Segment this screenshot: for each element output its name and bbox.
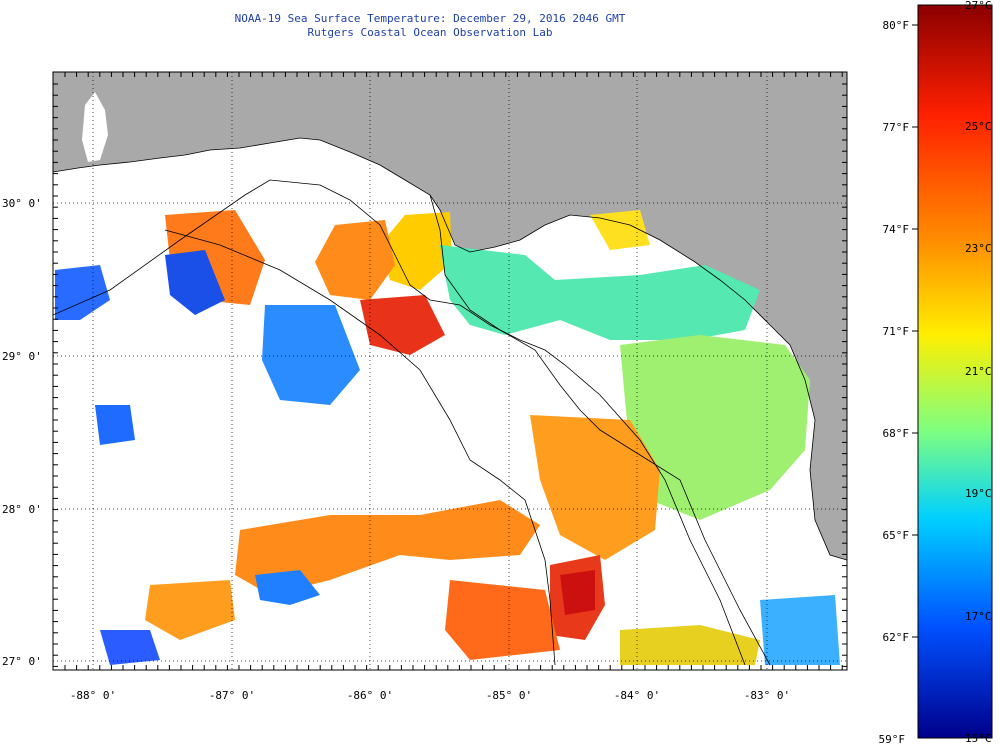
depth-contour-slope [164,229,556,666]
colorbar-c-15: 15°C [965,732,992,745]
colorbar-f-80: 80°F [883,19,910,32]
colorbar-f-62: 62°F [883,631,910,644]
depth-contour-shelf [53,179,746,666]
lon-label-86: -86° 0' [347,689,393,702]
lon-label-87: -87° 0' [209,689,255,702]
colorbar-c-19: 19°C [965,487,992,500]
lon-label-88: -88° 0' [70,689,116,702]
colorbar-f-71: 71°F [883,325,910,338]
lon-label-85: -85° 0' [486,689,532,702]
lat-label-30: 30° 0' [2,197,42,210]
map-frame [52,71,848,671]
colorbar-c-27: 27°C [965,0,992,12]
land-mass [53,72,847,560]
colorbar-f-77: 77°F [883,121,910,134]
map-subtitle: Rutgers Coastal Ocean Observation Lab [307,26,553,39]
colorbar-f-65: 65°F [883,529,910,542]
lon-label-83: -83° 0' [744,689,790,702]
colorbar-ticks [912,24,918,638]
colorbar-f-68: 68°F [883,427,910,440]
colorbar-f-74: 74°F [883,223,910,236]
depth-contour-offshore [429,194,771,666]
lon-label-84: -84° 0' [614,689,660,702]
coastline [53,137,847,561]
frame-ticks [53,72,847,670]
colorbar-c-21: 21°C [965,365,992,378]
map-title: NOAA-19 Sea Surface Temperature: Decembe… [234,12,626,25]
colorbar-f-59: 59°F [879,733,906,746]
colorbar-c-17: 17°C [965,610,992,623]
colorbar [917,4,993,739]
mobile-bay [82,92,108,162]
lat-label-28: 28° 0' [2,503,42,516]
lat-label-27: 27° 0' [2,655,42,668]
graticule [53,72,847,670]
lat-label-29: 29° 0' [2,350,42,363]
sst-patches [55,210,840,665]
colorbar-c-23: 23°C [965,242,992,255]
colorbar-c-25: 25°C [965,120,992,133]
